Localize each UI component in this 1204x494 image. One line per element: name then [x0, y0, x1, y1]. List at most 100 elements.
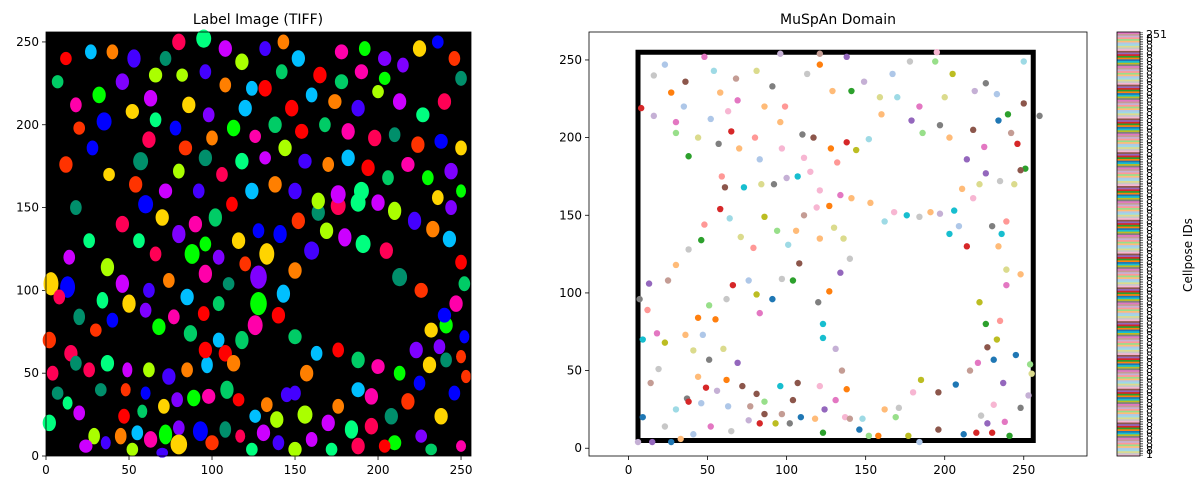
- cell-blob: [155, 209, 169, 226]
- cell-point: [894, 94, 901, 101]
- muspan-x-tick-label: 200: [933, 463, 956, 477]
- cell-blob: [252, 223, 265, 239]
- colorbar-tick-label: 8: [1146, 302, 1153, 315]
- cell-blob: [219, 421, 232, 438]
- cell-blob: [353, 181, 369, 201]
- cell-blob: [235, 152, 249, 170]
- label-image-x-tick-label: 50: [121, 463, 136, 477]
- cell-point: [984, 344, 991, 351]
- cell-point: [1003, 218, 1010, 225]
- cell-point: [936, 121, 944, 129]
- cell-point: [672, 118, 680, 126]
- colorbar-band: [1117, 72, 1140, 75]
- colorbar-band: [1117, 383, 1140, 386]
- colorbar-band: [1117, 363, 1140, 366]
- colorbar-band: [1117, 50, 1140, 53]
- colorbar-tick-label: 8: [1146, 241, 1153, 254]
- cell-blob: [392, 93, 407, 110]
- colorbar-tick-label: 8: [1146, 390, 1153, 403]
- cell-point: [789, 277, 797, 284]
- cell-blob: [188, 215, 203, 233]
- cell-point: [1020, 100, 1027, 107]
- cell-blob: [206, 130, 218, 146]
- cell-blob: [426, 220, 440, 238]
- cell-point: [852, 146, 860, 154]
- cell-blob: [297, 405, 313, 424]
- colorbar-band: [1117, 111, 1140, 114]
- cell-point: [813, 204, 820, 211]
- cell-blob: [310, 345, 323, 361]
- colorbar-band: [1117, 91, 1140, 94]
- colorbar-band: [1117, 229, 1140, 232]
- cell-point: [973, 429, 980, 436]
- colorbar-band: [1117, 379, 1140, 382]
- colorbar-band: [1117, 195, 1140, 198]
- colorbar-tick-label: 8: [1146, 99, 1153, 112]
- colorbar-band: [1117, 217, 1140, 220]
- cell-point: [664, 277, 672, 284]
- cell-blob: [171, 392, 183, 408]
- colorbar-band: [1117, 43, 1140, 46]
- colorbar-band: [1117, 160, 1140, 163]
- cell-point: [843, 386, 850, 393]
- cell-point: [690, 431, 697, 438]
- colorbar-band: [1117, 77, 1140, 80]
- cell-blob: [247, 315, 263, 336]
- cell-point: [661, 423, 669, 430]
- colorbar-band: [1117, 246, 1140, 249]
- colorbar-band: [1117, 336, 1140, 339]
- cell-point: [848, 87, 855, 95]
- colorbar-band: [1117, 59, 1140, 62]
- cell-blob: [351, 437, 365, 455]
- cell-point: [890, 208, 898, 216]
- cell-point: [778, 145, 786, 152]
- cell-point: [724, 108, 732, 115]
- cell-blob: [53, 289, 66, 305]
- colorbar-band: [1117, 145, 1140, 148]
- cell-point: [816, 61, 824, 68]
- colorbar-band: [1117, 106, 1140, 109]
- cell-point: [747, 403, 754, 410]
- colorbar-band: [1117, 94, 1140, 97]
- cell-blob: [159, 51, 172, 66]
- colorbar-tick-label: 8: [1146, 167, 1153, 180]
- cell-blob: [409, 341, 423, 359]
- cell-point: [637, 104, 645, 112]
- cell-point: [794, 379, 801, 387]
- colorbar-band: [1117, 209, 1140, 212]
- cell-blob: [106, 312, 119, 328]
- colorbar-band: [1117, 184, 1140, 187]
- colorbar-band: [1117, 447, 1140, 450]
- cell-point: [769, 83, 776, 90]
- cell-blob: [249, 409, 261, 423]
- cell-point: [707, 423, 714, 430]
- colorbar-band: [1117, 381, 1140, 384]
- cell-blob: [378, 51, 392, 66]
- colorbar-band: [1117, 37, 1140, 40]
- cell-blob: [378, 439, 391, 453]
- colorbar-band: [1117, 407, 1140, 410]
- colorbar-band: [1117, 400, 1140, 403]
- cell-point: [701, 53, 708, 61]
- colorbar-band: [1117, 366, 1140, 369]
- cell-point: [941, 94, 948, 101]
- cell-blob: [100, 258, 115, 277]
- cell-blob: [304, 241, 320, 260]
- label-image-y-tick-label: 200: [16, 118, 39, 132]
- cell-point: [785, 241, 792, 248]
- colorbar-band: [1117, 452, 1140, 455]
- cell-point: [720, 345, 727, 353]
- colorbar-tick-label: 8: [1146, 201, 1153, 214]
- colorbar-tick-label: 8: [1146, 194, 1153, 207]
- cell-point: [816, 382, 824, 390]
- cell-blob: [448, 385, 461, 401]
- colorbar-tick-label: 8: [1146, 160, 1153, 173]
- cell-blob: [127, 49, 141, 68]
- domain-boundary: [635, 49, 1036, 443]
- cell-blob: [245, 182, 259, 200]
- colorbar-band: [1117, 226, 1140, 229]
- cell-point: [819, 320, 827, 328]
- cell-point: [685, 246, 692, 253]
- cell-blob: [187, 389, 201, 407]
- cell-point: [946, 134, 953, 141]
